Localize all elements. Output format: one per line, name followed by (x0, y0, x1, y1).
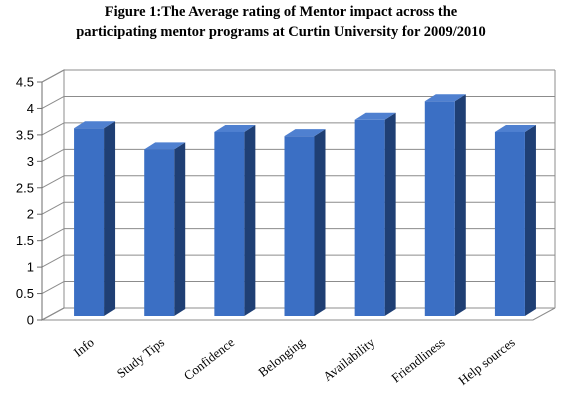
bar (354, 112, 396, 316)
y-tick-label: 0 (27, 313, 34, 328)
x-tick-labels: Info Study Tips Confidence Belonging Availab… (71, 334, 518, 388)
y-tick-label: 1 (27, 260, 34, 275)
gridline-side (41, 69, 65, 83)
bar-top (144, 142, 186, 150)
bar-top (74, 121, 116, 129)
side-wall (41, 69, 65, 321)
bar (284, 129, 326, 316)
y-tick-label: 2.5 (16, 180, 34, 195)
bar-front (354, 119, 385, 316)
y-tick-labels: 0 0.5 1 1.5 2 2.5 3 3.5 4 4.5 (16, 75, 34, 328)
x-tick-label: Help sources (455, 335, 517, 388)
bar-top (284, 129, 326, 137)
bar-side (314, 129, 326, 316)
bar-side (244, 124, 256, 316)
gridline-side (41, 228, 65, 242)
x-tick-label: Friendliness (388, 335, 447, 386)
bar-front (284, 136, 315, 316)
bar-top (494, 124, 536, 132)
bar-side (104, 121, 116, 316)
bar-side (174, 142, 186, 316)
x-tick-label: Info (71, 335, 97, 360)
bar-front (494, 131, 525, 316)
y-tick-label: 3.5 (16, 127, 34, 142)
gridline-side (41, 122, 65, 136)
x-tick-label: Availability (320, 334, 378, 384)
gridline-side (41, 201, 65, 215)
chart-title: Figure 1:The Average rating of Mentor im… (0, 2, 562, 42)
bar-top (214, 124, 256, 132)
gridline-side (41, 96, 65, 109)
bar-front (144, 149, 175, 316)
bar (144, 142, 186, 316)
bar (424, 94, 466, 316)
bar-side (384, 112, 396, 316)
y-tick-label: 3 (27, 154, 34, 169)
bar-side (524, 124, 536, 316)
bar-front (74, 128, 105, 316)
y-tick-label: 0.5 (16, 286, 34, 301)
y-tick-label: 1.5 (16, 233, 34, 248)
gridline-side (41, 175, 65, 189)
bar-front (214, 131, 245, 316)
bar (74, 121, 116, 316)
bar (214, 124, 256, 316)
x-tick-label: Belonging (255, 334, 307, 379)
x-tick-label: Study Tips (114, 335, 167, 381)
bar-front (424, 101, 455, 316)
gridline-side (41, 254, 65, 268)
gridline-side (41, 281, 65, 294)
bar (494, 124, 536, 316)
bar-top (424, 94, 466, 102)
y-tick-label: 4.5 (16, 75, 34, 90)
y-tick-label: 4 (27, 101, 34, 116)
bars (74, 94, 536, 316)
chart-title-line-2: participating mentor programs at Curtin … (76, 24, 486, 40)
bar-side (454, 94, 466, 316)
x-tick-label: Confidence (181, 334, 238, 383)
gridline-side (41, 148, 65, 162)
chart-title-line-1: Figure 1:The Average rating of Mentor im… (104, 4, 458, 20)
bar-top (354, 112, 396, 120)
gridline-side (41, 307, 65, 321)
y-tick-label: 2 (27, 207, 34, 222)
